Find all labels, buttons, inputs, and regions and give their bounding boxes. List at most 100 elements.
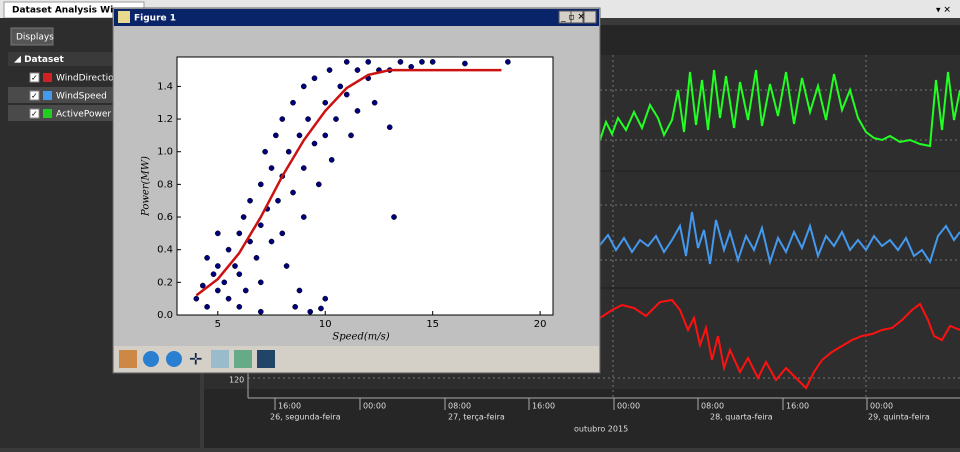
point bbox=[214, 287, 221, 294]
y-tick-label: 0.6 bbox=[157, 212, 173, 223]
point bbox=[348, 132, 354, 139]
window-icon bbox=[118, 11, 130, 23]
x-tick-label: 15 bbox=[426, 319, 439, 330]
point bbox=[279, 230, 286, 237]
point bbox=[275, 197, 281, 204]
checkbox[interactable] bbox=[29, 72, 40, 83]
point bbox=[225, 246, 232, 253]
point bbox=[290, 99, 296, 106]
x-tick-label: 20 bbox=[534, 319, 547, 330]
time-axis: 16:00 00:00 08:00 16:00 00:00 08:00 16:00 00:00… bbox=[270, 398, 930, 434]
displays-button[interactable] bbox=[10, 27, 54, 46]
check: ✓ bbox=[31, 92, 38, 101]
x-axis-label: Speed(m/s) bbox=[332, 332, 389, 343]
point bbox=[283, 263, 290, 269]
day-label: 26, segunda-feira bbox=[270, 413, 341, 422]
point bbox=[328, 157, 335, 163]
point bbox=[257, 279, 264, 286]
point bbox=[253, 254, 260, 261]
point bbox=[300, 165, 307, 171]
y-tick-label: 0.4 bbox=[157, 245, 173, 256]
tab-title: Dataset Analysis Win bbox=[12, 6, 120, 16]
point bbox=[307, 308, 314, 315]
point bbox=[322, 99, 329, 106]
back-button[interactable] bbox=[143, 351, 159, 367]
checkbox[interactable] bbox=[29, 108, 40, 119]
point bbox=[268, 165, 275, 171]
save-button[interactable] bbox=[257, 350, 275, 368]
point bbox=[225, 295, 232, 302]
point bbox=[257, 222, 264, 229]
point bbox=[204, 303, 210, 310]
point bbox=[505, 59, 511, 65]
active-power-trace bbox=[599, 69, 960, 148]
item-label: ActivePower bbox=[56, 110, 111, 120]
point bbox=[210, 271, 217, 278]
checkbox[interactable] bbox=[29, 90, 40, 101]
window-title: Figure 1 bbox=[134, 14, 176, 24]
point bbox=[272, 132, 279, 139]
home-button[interactable] bbox=[119, 350, 137, 368]
color-swatch bbox=[43, 73, 52, 82]
y-tick-label: 1.0 bbox=[157, 147, 173, 158]
point bbox=[354, 108, 361, 114]
point bbox=[199, 282, 206, 289]
point bbox=[305, 116, 311, 122]
point bbox=[343, 59, 350, 65]
point bbox=[311, 140, 318, 147]
zoom-button[interactable] bbox=[211, 350, 229, 368]
day-label: 27, terça-feira bbox=[448, 413, 505, 422]
group-label: ◢ Dataset bbox=[14, 55, 64, 65]
point bbox=[337, 83, 344, 90]
subplots-button[interactable] bbox=[234, 350, 252, 368]
point bbox=[257, 308, 264, 315]
title-bar bbox=[114, 9, 599, 26]
maximize-button[interactable] bbox=[570, 10, 584, 24]
point bbox=[236, 271, 243, 278]
point bbox=[279, 116, 286, 122]
point bbox=[315, 181, 322, 188]
time-label: 16:00 bbox=[532, 402, 555, 411]
color-swatch bbox=[43, 109, 52, 118]
point bbox=[318, 305, 324, 312]
time-label: 16:00 bbox=[786, 402, 809, 411]
group-text: Dataset bbox=[24, 55, 64, 65]
point bbox=[262, 148, 268, 155]
displays-label: Displays bbox=[16, 33, 54, 43]
point bbox=[296, 132, 303, 139]
wind-speed-trace bbox=[599, 211, 960, 266]
point bbox=[326, 67, 333, 73]
x-tick-label: 5 bbox=[215, 319, 221, 330]
y-tick-label: 1.4 bbox=[157, 81, 173, 92]
point bbox=[268, 238, 275, 245]
check: ✓ bbox=[31, 110, 38, 119]
point bbox=[292, 303, 299, 310]
close-button[interactable] bbox=[583, 10, 597, 24]
time-grid bbox=[248, 55, 960, 398]
time-label: 00:00 bbox=[617, 402, 640, 411]
x-tick-label: 10 bbox=[319, 319, 332, 330]
point bbox=[242, 287, 249, 294]
point bbox=[214, 263, 221, 269]
point bbox=[408, 63, 415, 70]
y-tick-label: 1.2 bbox=[157, 114, 173, 125]
day-label: 29, quinta-feira bbox=[868, 413, 930, 422]
plot-area bbox=[176, 56, 554, 316]
point bbox=[221, 279, 228, 286]
scatter-plot: 5 10 15 20 0.0 0.2 0.4 0.6 0.8 1.0 1.2 1.4 bbox=[157, 59, 546, 330]
point bbox=[247, 197, 253, 204]
point bbox=[429, 59, 436, 65]
point bbox=[343, 91, 350, 98]
point bbox=[419, 59, 425, 65]
window-controls: _ ▫ ✕ bbox=[560, 13, 585, 23]
time-label: 08:00 bbox=[448, 402, 471, 411]
tab-menu[interactable]: ▾ ✕ bbox=[936, 6, 951, 16]
wind-direction-trace bbox=[599, 298, 960, 390]
forward-button[interactable] bbox=[166, 351, 182, 367]
point bbox=[236, 230, 243, 237]
point bbox=[462, 60, 468, 67]
pan-button[interactable]: ✛ bbox=[189, 350, 202, 369]
point bbox=[300, 214, 307, 220]
